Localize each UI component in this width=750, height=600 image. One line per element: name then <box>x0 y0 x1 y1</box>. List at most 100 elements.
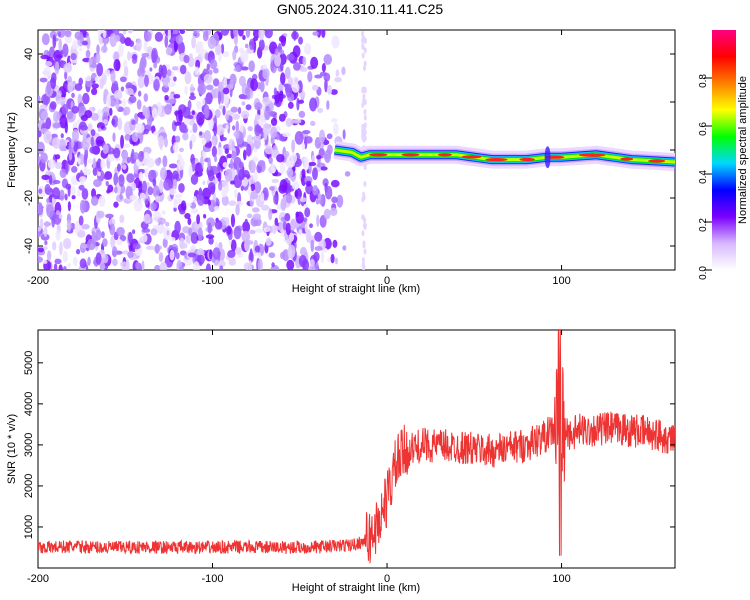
noise-blob <box>271 262 275 268</box>
noise-blob <box>131 229 136 235</box>
noise-blob <box>66 219 72 232</box>
noise-blob <box>246 82 252 87</box>
noise-blob <box>119 214 125 224</box>
noise-blob <box>127 30 134 34</box>
noise-blob <box>194 221 203 230</box>
noise-blob <box>310 120 316 127</box>
noise-blob <box>257 159 266 167</box>
noise-blob <box>174 135 181 143</box>
noise-blob <box>123 106 131 116</box>
noise-blob <box>232 125 236 131</box>
noise-blob <box>169 249 175 261</box>
snr-x-tick-label: -100 <box>202 573 224 585</box>
noise-blob <box>241 141 249 147</box>
noise-blob <box>96 44 100 55</box>
noise-blob <box>162 237 168 248</box>
noise-blob <box>152 178 157 187</box>
colorbar-scale <box>712 30 736 270</box>
noise-blob <box>154 157 162 165</box>
noise-blob <box>362 191 366 198</box>
noise-blob <box>295 211 304 224</box>
noise-blob <box>79 125 88 131</box>
noise-blob <box>53 110 60 123</box>
noise-blob <box>139 192 146 200</box>
noise-blob <box>171 66 179 71</box>
noise-blob <box>120 134 125 149</box>
noise-blob <box>163 178 172 191</box>
noise-blob <box>282 132 291 138</box>
noise-blob <box>179 30 186 35</box>
noise-blob <box>249 248 253 263</box>
noise-blob <box>270 117 278 127</box>
noise-blob <box>87 123 93 132</box>
noise-blob <box>175 198 184 205</box>
noise-blob <box>173 206 177 212</box>
noise-blob <box>114 186 118 194</box>
noise-blob <box>143 213 151 224</box>
noise-blob <box>193 30 198 36</box>
noise-blob <box>305 229 312 243</box>
noise-blob <box>270 126 278 139</box>
noise-blob <box>292 118 302 124</box>
noise-blob <box>362 222 366 229</box>
noise-blob <box>125 82 133 90</box>
noise-blob <box>182 132 189 141</box>
noise-blob <box>276 154 285 163</box>
noise-blob <box>314 245 323 251</box>
noise-blob <box>301 168 306 178</box>
noise-blob <box>228 138 235 151</box>
noise-blob <box>47 159 57 169</box>
noise-blob <box>276 133 280 141</box>
snr-y-tick-label: 5000 <box>23 351 35 375</box>
noise-blob <box>181 127 189 134</box>
noise-blob <box>102 30 107 39</box>
noise-blob <box>321 30 326 38</box>
noise-blob <box>361 214 365 221</box>
noise-blob <box>330 118 338 123</box>
noise-blob <box>207 169 215 182</box>
noise-blob <box>290 218 297 231</box>
noise-blob <box>167 30 172 41</box>
noise-blob <box>144 198 149 205</box>
noise-blob <box>248 159 256 174</box>
noise-blob <box>179 237 185 250</box>
noise-blob <box>167 81 176 87</box>
noise-blob <box>311 84 319 91</box>
noise-blob <box>40 54 49 60</box>
snr-y-tick-label: 4000 <box>23 392 35 416</box>
noise-blob <box>110 235 116 249</box>
noise-blob <box>137 90 142 97</box>
noise-blob <box>153 131 159 136</box>
noise-blob <box>63 62 73 73</box>
noise-blob <box>43 226 48 237</box>
noise-blob <box>201 138 207 146</box>
noise-blob <box>154 195 161 203</box>
noise-blob <box>221 195 229 206</box>
noise-blob <box>88 58 93 66</box>
spectrogram-y-tick-label: 0 <box>23 147 35 153</box>
noise-blob <box>207 199 212 206</box>
snr-x-tick-label: -200 <box>27 573 49 585</box>
noise-blob <box>246 93 251 100</box>
noise-blob <box>49 101 57 110</box>
noise-blob <box>113 58 121 72</box>
noise-blob <box>230 106 239 113</box>
noise-blob <box>268 252 276 259</box>
noise-blob <box>173 178 177 190</box>
noise-blob <box>132 243 141 250</box>
noise-blob <box>90 195 99 206</box>
noise-blob <box>158 252 164 263</box>
noise-blob <box>105 213 114 219</box>
noise-blob <box>331 35 340 49</box>
noise-blob <box>187 252 196 258</box>
noise-blob <box>40 152 48 164</box>
noise-blob <box>70 52 77 61</box>
noise-blob <box>226 225 232 235</box>
noise-blob <box>241 230 251 243</box>
noise-blob <box>128 95 137 104</box>
noise-blob <box>59 189 65 201</box>
noise-blob <box>319 129 326 144</box>
noise-blob <box>138 181 143 193</box>
noise-blob <box>169 237 176 242</box>
noise-blob <box>196 254 205 265</box>
